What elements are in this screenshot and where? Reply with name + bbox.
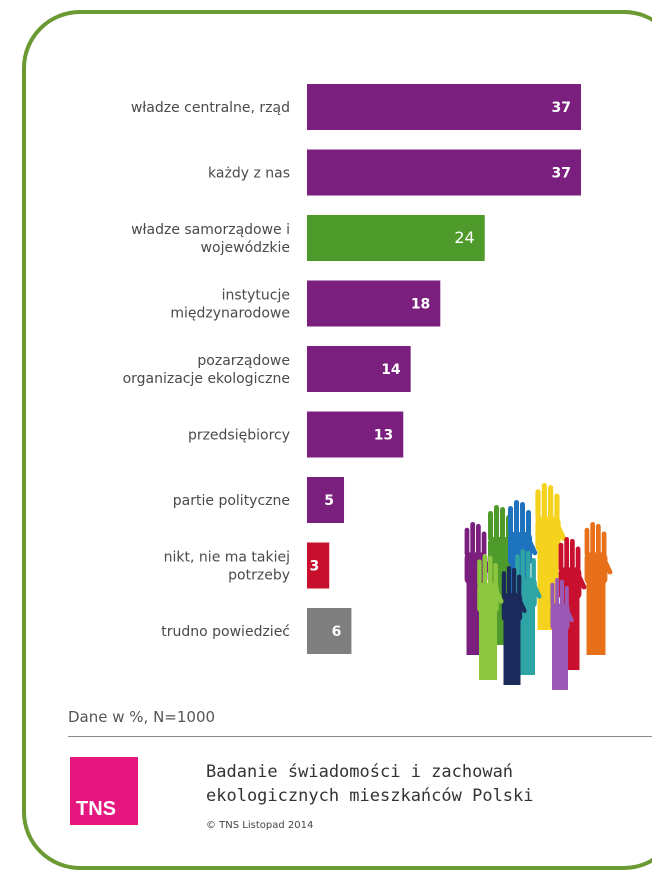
category-label: organizacje ekologiczne: [123, 371, 290, 387]
bar: [307, 477, 345, 523]
bar: [307, 215, 485, 261]
rounded-frame: [22, 10, 652, 870]
bar-row: 14 pozarządowe organizacje ekologiczne: [123, 346, 411, 392]
tns-logo: TNS: [70, 757, 138, 825]
bar-row: 3 nikt, nie ma takiej potrzeby: [164, 542, 330, 589]
data-label: 18: [411, 297, 430, 313]
data-label: 14: [381, 362, 401, 378]
bar: [307, 608, 352, 654]
study-title-line-2: ekologicznych mieszkańców Polski: [206, 786, 534, 806]
category-label: trudno powiedzieć: [161, 624, 290, 640]
bar-row: 5 partie polityczne: [173, 477, 345, 523]
category-label: pozarządowe: [197, 353, 290, 369]
category-label: wojewódzkie: [201, 240, 290, 256]
category-label: instytucje: [222, 288, 290, 304]
bar: [307, 542, 330, 589]
bar: [307, 149, 581, 196]
bar: [307, 346, 411, 392]
category-label: władze centralne, rząd: [131, 100, 290, 116]
sample-note: Dane w %, N=1000: [68, 708, 216, 726]
bar-row: 24 władze samorządowe i wojewódzkie: [131, 215, 485, 261]
data-label: 37: [552, 166, 571, 182]
study-title: Badanie świadomości i zachowań ekologicz…: [206, 760, 626, 808]
bar: [307, 84, 581, 130]
category-label: przedsiębiorcy: [188, 428, 290, 444]
category-label: nikt, nie ma takiej: [164, 550, 290, 566]
bar-row: 18 instytucje międzynarodowe: [170, 280, 441, 327]
data-label: 5: [324, 493, 334, 509]
bar-row: 13 przedsiębiorcy: [188, 411, 404, 458]
category-label: każdy z nas: [208, 166, 290, 182]
data-label: 6: [332, 624, 342, 640]
data-label: 37: [552, 100, 571, 116]
bar-row: 37 władze centralne, rząd: [131, 84, 581, 130]
category-label: potrzeby: [228, 568, 290, 584]
logo-text: TNS: [76, 798, 116, 820]
bar: [307, 411, 404, 458]
data-label: 3: [309, 559, 319, 575]
data-label: 24: [454, 228, 474, 247]
category-label: władze samorządowe i: [131, 222, 290, 238]
divider: [68, 736, 652, 737]
category-label: międzynarodowe: [170, 306, 290, 322]
data-label: 13: [374, 428, 393, 444]
bar-row: 6 trudno powiedzieć: [161, 608, 352, 654]
study-title-line-1: Badanie świadomości i zachowań: [206, 762, 514, 782]
category-label: partie polityczne: [173, 493, 290, 509]
copyright: © TNS Listopad 2014: [206, 820, 314, 831]
bar-row: 37 każdy z nas: [208, 149, 581, 196]
bar: [307, 280, 441, 327]
